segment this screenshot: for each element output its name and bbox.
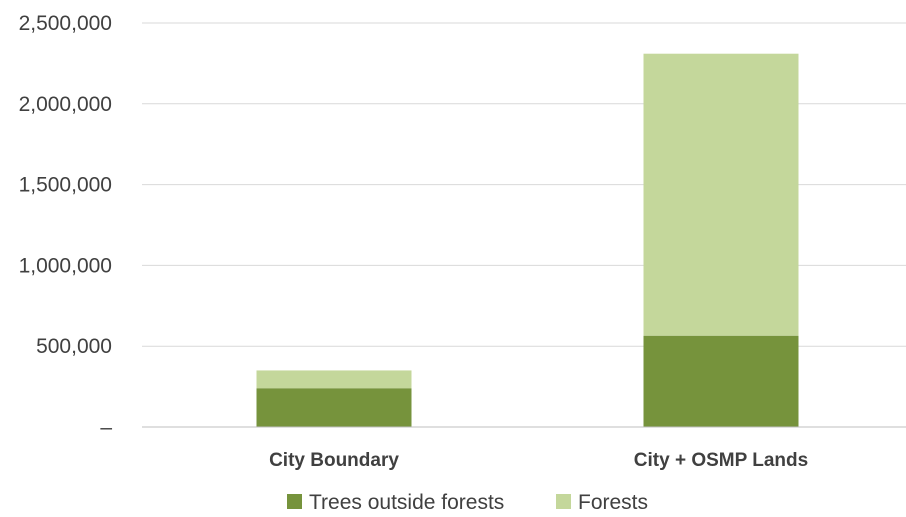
legend-label: Trees outside forests <box>309 491 504 514</box>
legend-swatch <box>287 494 302 509</box>
x-axis-category-labels: City Boundary City + OSMP Lands <box>269 450 808 471</box>
y-tick-label: 500,000 <box>36 335 112 358</box>
x-category-label: City + OSMP Lands <box>634 450 808 471</box>
y-tick-label: 1,500,000 <box>19 174 112 197</box>
y-tick-label: 2,500,000 <box>19 12 112 35</box>
legend-label: Forests <box>578 491 648 514</box>
x-category-label: City Boundary <box>269 450 399 471</box>
y-axis-tick-labels: – 500,000 1,000,000 1,500,000 2,000,000 2,500… <box>19 12 113 439</box>
y-tick-label: 1,000,000 <box>19 254 112 277</box>
bar-trees-outside-forests-city-osmp-lands <box>643 335 799 427</box>
legend: Trees outside forests Forests <box>287 491 648 514</box>
bar-forests-city-boundary <box>256 370 412 389</box>
bar-trees-outside-forests-city-boundary <box>256 388 412 427</box>
bars <box>256 53 799 427</box>
bar-forests-city-osmp-lands <box>643 53 799 336</box>
y-tick-label: 2,000,000 <box>19 93 112 116</box>
y-tick-label: – <box>100 416 112 439</box>
legend-swatch <box>556 494 571 509</box>
